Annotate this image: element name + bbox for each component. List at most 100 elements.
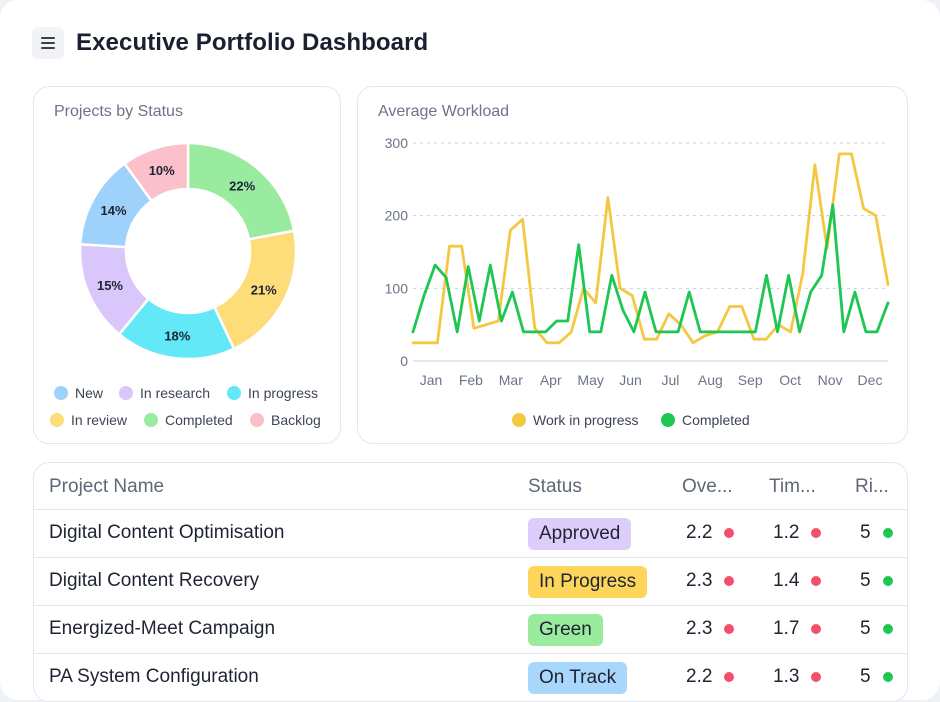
overall-status-dot [724,672,735,682]
risk-status-dot [882,672,893,682]
y-tick-label: 300 [385,135,409,151]
time-value: 1.2 [773,522,800,543]
legend-item-completed[interactable]: Completed [144,412,233,428]
column-header-project-name[interactable]: Project Name [49,476,165,497]
x-tick-label: Oct [779,372,801,388]
overall-value: 2.2 [686,522,713,543]
table-row[interactable]: Energized-Meet Campaign Green 2.3 1.7 5 [34,606,907,654]
overall-value: 2.3 [686,570,713,591]
legend-swatch [661,413,675,427]
column-header-status[interactable]: Status [528,476,582,497]
donut-card-title: Projects by Status [54,103,183,120]
overall-value: 2.2 [686,666,713,687]
donut-data-label: 14% [100,203,126,218]
legend-item-in-review[interactable]: In review [50,412,127,428]
y-tick-label: 100 [385,280,409,296]
table-header: Project Name Status Ove... Tim... Ri... [34,463,907,510]
risk-value: 5 [860,522,871,543]
project-name-cell[interactable]: Digital Content Optimisation [49,522,285,543]
status-badge: Approved [528,518,632,550]
overall-status-dot [724,624,735,634]
legend-swatch [144,413,158,427]
overall-cell: 2.3 [686,618,735,640]
overall-status-dot [724,528,735,538]
risk-value: 5 [860,570,871,591]
risk-status-dot [882,624,893,634]
series-line-completed [411,203,890,334]
time-cell: 1.2 [773,522,822,544]
overall-cell: 2.2 [686,522,735,544]
legend-label: Completed [682,412,750,428]
time-status-dot [811,624,822,634]
x-tick-label: Aug [698,372,723,388]
legend-swatch [50,413,64,427]
donut-data-label: 18% [164,328,190,343]
x-tick-label: Dec [858,372,883,388]
donut-data-label: 10% [149,163,175,178]
column-header-time[interactable]: Tim... [769,476,816,497]
project-name-cell[interactable]: PA System Configuration [49,666,259,687]
table-row[interactable]: Digital Content Recovery In Progress 2.3 1.… [34,558,907,606]
x-tick-label: Mar [499,372,523,388]
donut-data-label: 22% [229,179,255,194]
table-row[interactable]: Digital Content Optimisation Approved 2.2 1… [34,510,907,558]
legend-swatch [119,386,133,400]
page-header: Executive Portfolio Dashboard [32,26,428,60]
x-tick-label: Apr [540,372,562,388]
risk-value: 5 [860,618,871,639]
x-tick-label: May [577,372,603,388]
time-value: 1.3 [773,666,800,687]
time-cell: 1.4 [773,570,822,592]
y-tick-label: 200 [385,208,409,224]
legend-label: Work in progress [533,412,639,428]
legend-swatch [227,386,241,400]
legend-item-new[interactable]: New [54,385,103,401]
hamburger-menu-button[interactable] [32,27,64,59]
risk-status-dot [882,528,893,538]
legend-item-work-in-progress[interactable]: Work in progress [512,412,639,428]
time-value: 1.4 [773,570,800,591]
time-status-dot [811,576,822,586]
project-name-cell[interactable]: Energized-Meet Campaign [49,618,276,639]
status-badge: In Progress [528,566,648,598]
overall-cell: 2.2 [686,666,735,688]
series-line-work-in-progress [411,152,890,345]
risk-status-dot [882,576,893,586]
donut-chart: 22% 21% 18% 15% 14% 10% [78,141,298,361]
risk-cell: 5 [860,570,893,592]
column-header-overall[interactable]: Ove... [682,476,733,497]
legend-item-in-progress[interactable]: In progress [227,385,318,401]
legend-item-backlog[interactable]: Backlog [250,412,321,428]
projects-table: Project Name Status Ove... Tim... Ri... … [33,462,908,702]
time-status-dot [811,672,822,682]
time-cell: 1.7 [773,618,822,640]
column-header-risk[interactable]: Ri... [855,476,889,497]
status-badge: On Track [528,662,628,694]
x-tick-label: Jan [420,372,443,388]
legend-label: Backlog [271,412,321,428]
risk-cell: 5 [860,618,893,640]
average-workload-card: Average Workload 0 100 200 300 Jan Feb Mar Apr M… [357,86,908,444]
overall-cell: 2.3 [686,570,735,592]
x-tick-label: Feb [459,372,483,388]
project-name-cell[interactable]: Digital Content Recovery [49,570,260,591]
x-tick-label: Nov [818,372,843,388]
time-value: 1.7 [773,618,800,639]
legend-item-completed[interactable]: Completed [661,412,750,428]
x-tick-label: Jul [662,372,680,388]
status-badge: Green [528,614,603,646]
table-row[interactable]: PA System Configuration On Track 2.2 1.3 5 [34,654,907,701]
donut-data-label: 21% [251,283,277,298]
legend-item-in-research[interactable]: In research [119,385,210,401]
risk-cell: 5 [860,522,893,544]
legend-label: New [75,385,104,401]
risk-cell: 5 [860,666,893,688]
line-chart: 0 100 200 300 Jan Feb Mar Apr May Jun Jul Aug Sep Oct… [385,135,890,388]
legend-label: In research [140,385,211,401]
hamburger-menu-icon [41,37,55,49]
x-tick-label: Jun [619,372,642,388]
projects-by-status-card: Projects by Status 22% 21% 18% 15% 14% 10% Ne… [33,86,341,444]
page-title: Executive Portfolio Dashboard [76,29,429,56]
donut-data-label: 15% [97,278,123,293]
